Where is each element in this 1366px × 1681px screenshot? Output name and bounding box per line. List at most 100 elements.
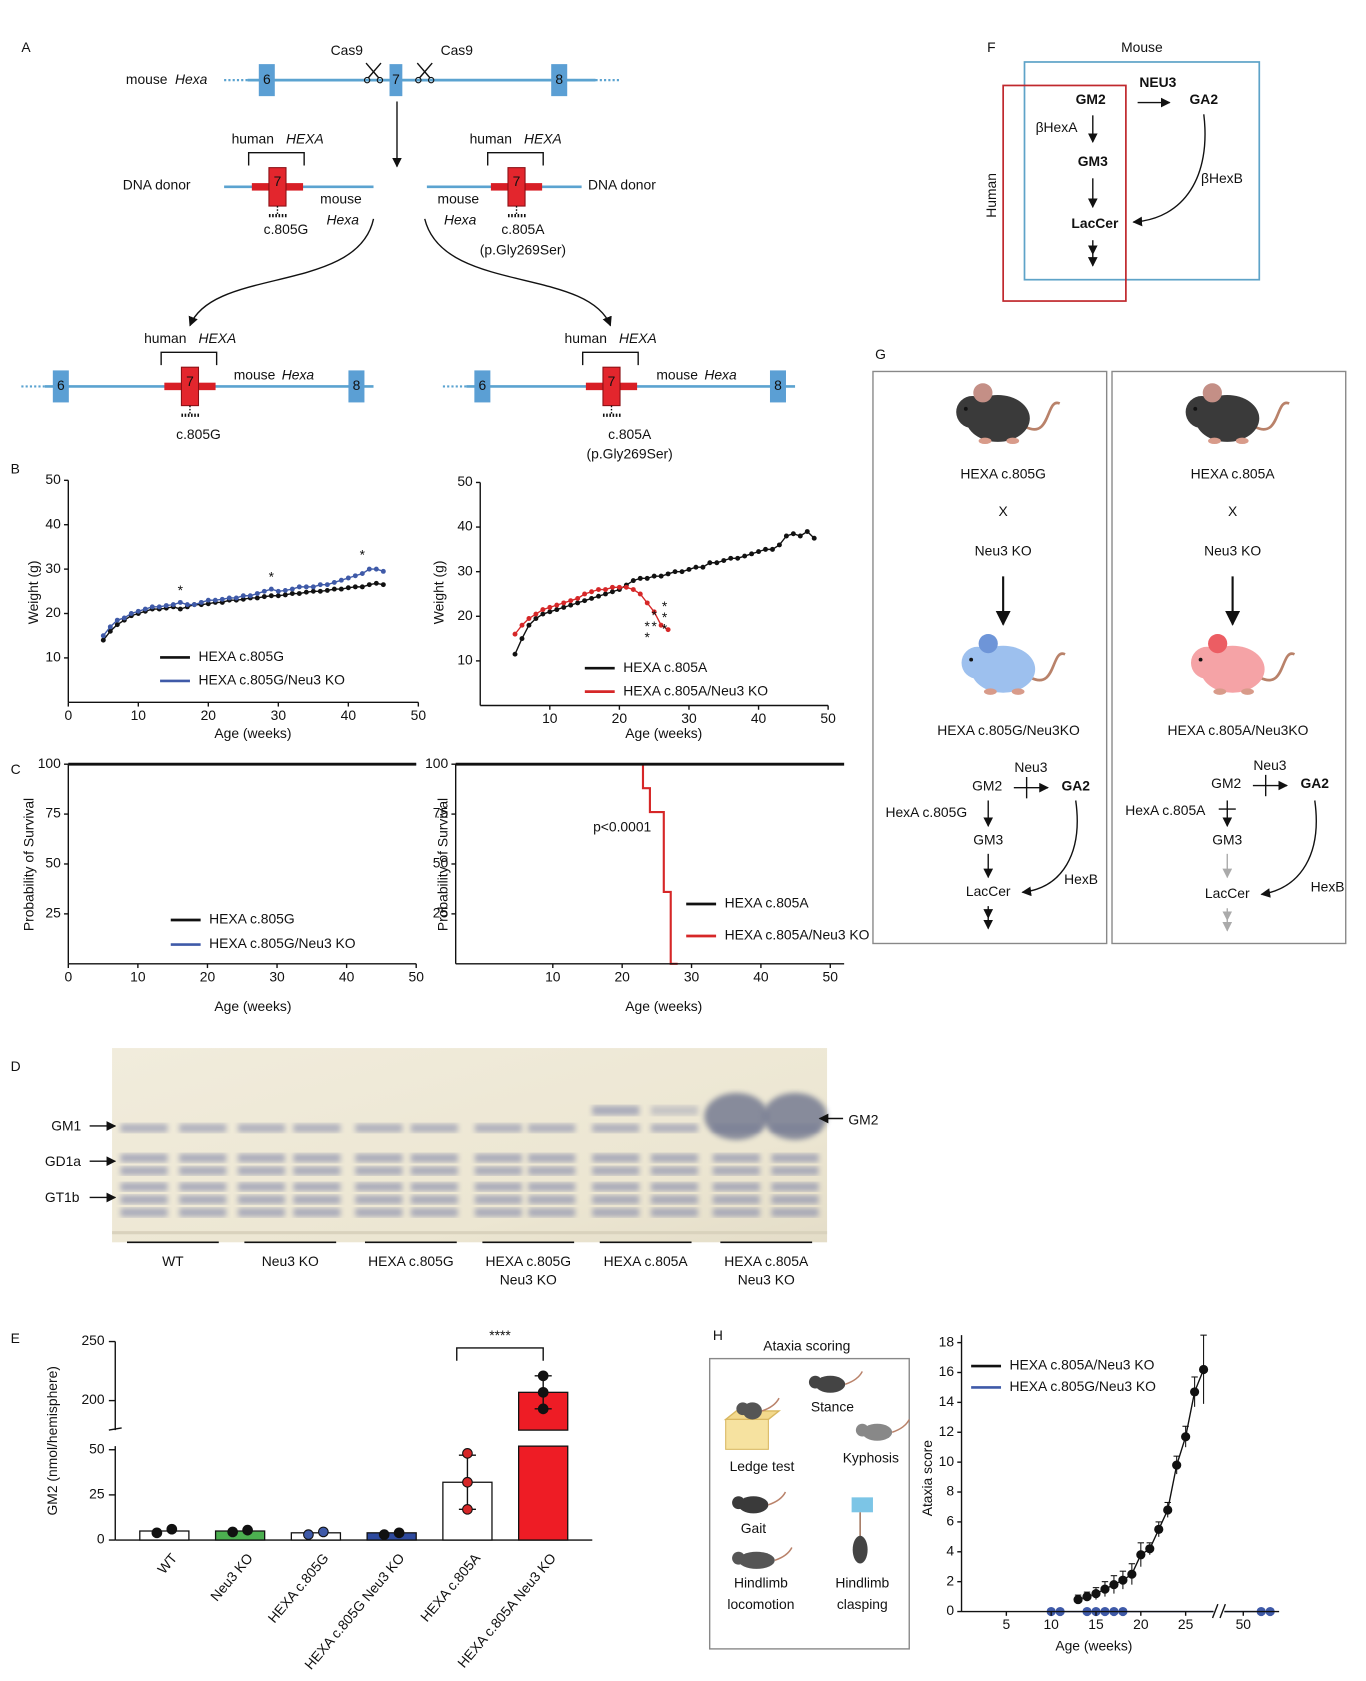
gel-band (712, 1208, 760, 1217)
annotation: * (178, 582, 184, 598)
gel-band (712, 1166, 760, 1176)
data-point (324, 587, 330, 593)
label: c.805G (176, 426, 221, 442)
scissors (376, 76, 384, 84)
y-tick-label: 50 (457, 473, 473, 489)
label: HexA c.805G (885, 804, 967, 820)
y-tick-label: 50 (45, 471, 61, 487)
data-point (1181, 1432, 1191, 1442)
mouse-icon (815, 1375, 846, 1393)
axis-break (1219, 1603, 1226, 1619)
label: mouse (320, 190, 362, 206)
label: HEXA c.805G/Neu3KO (937, 722, 1080, 738)
data-point (135, 608, 141, 614)
gel-band (592, 1123, 640, 1133)
mouse-foot (1213, 688, 1227, 695)
data-point (756, 549, 762, 555)
exon-label: 7 (186, 373, 194, 389)
panel-label: A (21, 39, 31, 55)
data-point (721, 558, 727, 563)
data-point (658, 622, 664, 628)
gel-band (592, 1105, 640, 1116)
data-point (589, 595, 595, 601)
data-point (700, 564, 706, 570)
mouse-icon (855, 1423, 869, 1437)
mouse-eye (1198, 657, 1203, 662)
label: LacCer (1205, 885, 1250, 901)
data-point (462, 1476, 473, 1488)
gel-band (120, 1123, 168, 1133)
gel-band (592, 1166, 640, 1176)
cross-box (872, 370, 1108, 945)
data-point (393, 1527, 405, 1539)
label: mouse (126, 71, 168, 87)
data-point (596, 593, 601, 599)
data-point (554, 607, 560, 613)
gel-band (474, 1182, 522, 1192)
data-point (561, 600, 567, 606)
label: mouse (438, 190, 480, 206)
data-point (526, 616, 532, 621)
data-point (1091, 1589, 1101, 1599)
label: Gait (741, 1520, 767, 1536)
data-point (1118, 1575, 1128, 1585)
x-tick-label: 20 (201, 707, 217, 723)
exon (551, 64, 568, 97)
legend-label: HEXA c.805G/Neu3 KO (209, 935, 356, 951)
data-point (121, 615, 127, 621)
label: mouse (234, 366, 276, 382)
data-point (378, 1529, 390, 1540)
label: Hindlimb (835, 1574, 889, 1590)
data-point (219, 596, 225, 602)
gel-band (650, 1166, 698, 1176)
data-point (1145, 1544, 1155, 1554)
data-point (596, 587, 601, 592)
x-tick-label: 40 (341, 707, 357, 723)
data-point (735, 555, 741, 561)
data-point (575, 595, 581, 601)
data-point (763, 546, 768, 552)
gel-band (771, 1182, 819, 1192)
data-point (714, 560, 720, 566)
label: Hexa (327, 212, 360, 228)
data-point (142, 606, 148, 612)
data-point (359, 571, 365, 577)
data-point (240, 596, 246, 602)
gel-band (120, 1195, 168, 1204)
label: GM2 (1211, 775, 1241, 791)
mouse-tail (1259, 652, 1296, 682)
data-point (338, 586, 344, 592)
data-point (261, 594, 267, 600)
annotation: * (651, 618, 657, 634)
data-point (1198, 1364, 1209, 1375)
gel-band (771, 1153, 819, 1163)
label: Neu3 KO (975, 542, 1032, 558)
data-point (616, 584, 622, 590)
x-tick-label: 10 (131, 707, 147, 723)
data-point (170, 602, 176, 608)
mouse-tail (1254, 401, 1290, 431)
x-tick-label: 50 (1236, 1616, 1252, 1632)
data-point (512, 651, 518, 657)
gel-band (410, 1166, 458, 1176)
label: GM2 (1076, 91, 1106, 107)
gel-band (474, 1166, 522, 1176)
x-tick-label: HEXA c.805A (417, 1549, 484, 1624)
data-point (226, 595, 232, 601)
gel-band (237, 1166, 285, 1176)
data-point (268, 586, 274, 592)
gel-band (592, 1195, 640, 1204)
lane-label: HEXA c.805A (604, 1253, 689, 1269)
y-axis-label: Probability of Survival (21, 798, 37, 931)
x-tick-label: HEXA c.805G (264, 1550, 331, 1626)
clasp-hand (851, 1497, 873, 1513)
exon (348, 370, 365, 403)
gel-band (355, 1208, 403, 1217)
y-tick-label: 40 (457, 518, 473, 534)
y-tick-label: 8 (946, 1483, 954, 1499)
data-point (166, 1523, 178, 1535)
data-point (289, 591, 295, 596)
data-point (1127, 1569, 1137, 1579)
label: HexA c.805A (1125, 802, 1206, 818)
